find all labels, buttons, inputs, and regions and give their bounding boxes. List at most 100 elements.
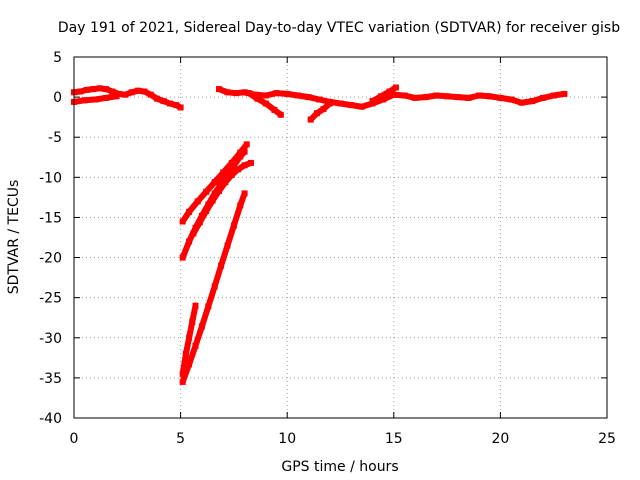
data-point xyxy=(147,91,154,98)
data-point xyxy=(173,102,180,109)
data-point xyxy=(216,86,222,93)
data-point xyxy=(444,93,451,100)
data-point xyxy=(216,188,222,194)
data-point xyxy=(243,141,250,148)
data-point xyxy=(179,254,186,261)
y-tick-label: -20 xyxy=(39,251,62,267)
data-point xyxy=(237,202,244,209)
data-point xyxy=(154,95,161,102)
data-point xyxy=(135,87,141,94)
plot-frame xyxy=(73,56,608,419)
data-point xyxy=(326,100,333,107)
data-point xyxy=(273,90,280,97)
data-point xyxy=(245,90,252,97)
data-point xyxy=(380,96,387,103)
data-point xyxy=(497,94,504,101)
data-point xyxy=(241,190,248,197)
data-point xyxy=(194,198,201,205)
data-point xyxy=(198,323,205,330)
y-tick-label: 5 xyxy=(53,50,62,66)
data-point xyxy=(358,103,365,110)
data-point xyxy=(233,90,239,97)
data-point xyxy=(314,110,320,117)
data-point xyxy=(224,242,231,249)
data-point xyxy=(192,302,199,309)
data-point xyxy=(248,159,254,166)
x-tick-label: 10 xyxy=(278,431,296,447)
y-tick-label: -10 xyxy=(39,170,62,186)
data-point xyxy=(540,94,546,101)
data-point xyxy=(83,86,90,93)
series-arc-branch-c xyxy=(369,84,399,105)
data-point xyxy=(390,91,397,98)
data-point xyxy=(465,94,472,101)
y-tick-label: -15 xyxy=(39,210,62,226)
x-tick-label: 20 xyxy=(491,431,509,447)
grid xyxy=(74,57,607,418)
data-point xyxy=(277,111,284,118)
data-point xyxy=(316,96,323,103)
data-point xyxy=(401,92,408,99)
data-point xyxy=(294,92,301,99)
y-tick-label: -5 xyxy=(48,130,62,146)
data-point xyxy=(518,99,525,106)
data-point xyxy=(284,90,291,97)
data-point xyxy=(228,171,235,178)
y-tick-label: -25 xyxy=(39,291,62,307)
y-tick-label: -30 xyxy=(39,331,62,347)
data-point xyxy=(305,94,312,101)
data-point xyxy=(262,100,269,107)
data-point xyxy=(241,148,248,155)
x-axis-label: GPS time / hours xyxy=(281,459,398,475)
x-tick-label: 0 xyxy=(70,431,79,447)
data-point xyxy=(141,88,148,95)
data-point xyxy=(337,100,344,107)
data-point xyxy=(103,94,109,101)
axis-ticks: 0 5 10 15 20 25 5 0 -5 -10 -15 -20 -25 -30 -35 -40 xyxy=(39,50,616,447)
data-point xyxy=(550,92,557,99)
data-point xyxy=(186,361,193,368)
data-point xyxy=(179,218,186,225)
data-point xyxy=(92,96,99,103)
data-point xyxy=(220,169,227,176)
data-point xyxy=(348,102,355,109)
data-point xyxy=(182,350,189,357)
series-arc-branch-b xyxy=(307,100,333,123)
data-point xyxy=(190,230,197,237)
data-point xyxy=(179,378,186,385)
data-point xyxy=(77,88,84,95)
data-point xyxy=(508,96,515,103)
y-axis-label: SDTVAR / TECUs xyxy=(6,180,22,295)
y-tick-label: -35 xyxy=(39,371,62,387)
x-tick-label: 25 xyxy=(598,431,616,447)
data-point xyxy=(561,90,568,97)
data-point xyxy=(205,303,212,310)
data-point xyxy=(218,262,225,269)
x-tick-label: 5 xyxy=(176,431,185,447)
data-point xyxy=(160,98,167,105)
data-point xyxy=(177,104,184,111)
chart-title: Day 191 of 2021, Sidereal Day-to-day VTE… xyxy=(58,20,620,36)
y-tick-label: -40 xyxy=(39,411,62,427)
data-point xyxy=(96,85,103,92)
data-point xyxy=(192,342,199,349)
data-point xyxy=(189,318,196,325)
data-point xyxy=(222,179,229,186)
data-point xyxy=(454,94,461,101)
data-point xyxy=(203,208,210,214)
data-point xyxy=(122,91,129,98)
x-tick-label: 15 xyxy=(385,431,403,447)
data-point xyxy=(320,106,327,113)
data-point xyxy=(241,162,248,169)
data-point xyxy=(109,88,116,95)
data-point xyxy=(386,88,393,95)
data-point xyxy=(307,116,314,123)
data-point xyxy=(128,89,135,96)
data-point xyxy=(103,86,109,93)
data-point xyxy=(113,93,120,100)
data-point xyxy=(476,92,483,99)
data-point xyxy=(209,197,216,204)
data-point xyxy=(271,106,278,113)
data-point xyxy=(224,89,231,96)
